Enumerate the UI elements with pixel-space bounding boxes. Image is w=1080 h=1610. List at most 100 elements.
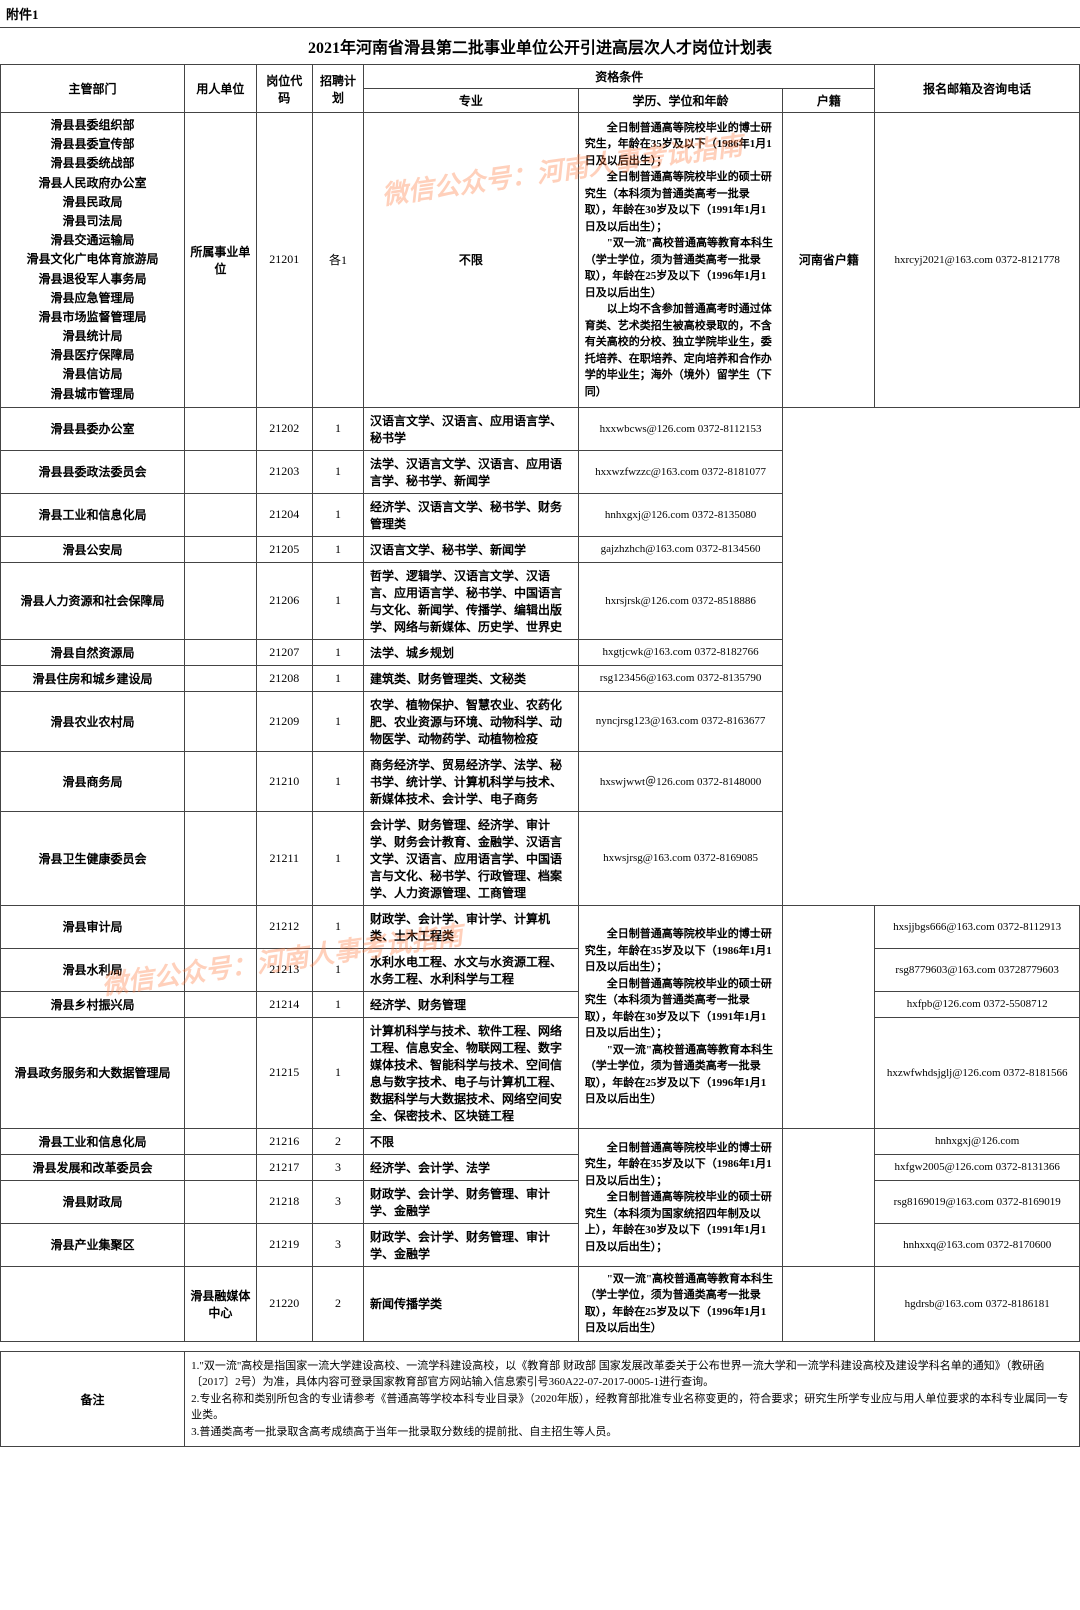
contact-cell: rsg8169019@163.com 0372-8169019 [875, 1180, 1080, 1223]
edu-block-2: 全日制普通高等院校毕业的博士研究生，年龄在35岁及以下（1986年1月1日及以后… [578, 905, 783, 1128]
th-edu: 学历、学位和年龄 [578, 89, 783, 113]
contact-cell: hxfpb@126.com 0372-5508712 [875, 991, 1080, 1017]
table-row: 滑县水利局 21213 1 水利水电工程、水文与水资源工程、水务工程、水利科学与… [1, 948, 1080, 991]
table-row: 滑县工业和信息化局 21204 1 经济学、汉语言文学、秘书学、财务管理类 hn… [1, 493, 1080, 536]
major-cell: 法学、汉语言文学、汉语言、应用语言学、秘书学、新闻学 [364, 450, 579, 493]
dept-cell: 滑县工业和信息化局 [1, 1128, 185, 1154]
table-row: 滑县卫生健康委员会 21211 1 会计学、财务管理、经济学、审计学、财务会计教… [1, 811, 1080, 905]
major-cell: 汉语言文学、汉语言、应用语言学、秘书学 [364, 407, 579, 450]
dept-cell: 滑县县委政法委员会 [1, 450, 185, 493]
th-major: 专业 [364, 89, 579, 113]
dept-cell: 滑县乡村振兴局 [1, 991, 185, 1017]
th-code: 岗位代码 [256, 65, 312, 113]
code-cell: 21211 [256, 811, 312, 905]
code-cell: 21218 [256, 1180, 312, 1223]
dept-cell: 滑县农业农村局 [1, 691, 185, 751]
code-cell: 21215 [256, 1017, 312, 1128]
unit-cell: 所属事业单位 [185, 113, 257, 408]
th-hukou: 户籍 [783, 89, 875, 113]
dept-cell: 滑县人力资源和社会保障局 [1, 562, 185, 639]
th-qual: 资格条件 [364, 65, 875, 89]
code-cell: 21203 [256, 450, 312, 493]
notes-label: 备注 [1, 1351, 185, 1447]
table-row: 滑县县委政法委员会 21203 1 法学、汉语言文学、汉语言、应用语言学、秘书学… [1, 450, 1080, 493]
code-cell: 21205 [256, 536, 312, 562]
contact-cell: hxwsjrsg@163.com 0372-8169085 [578, 811, 783, 905]
plan-cell: 1 [312, 905, 363, 948]
contact-cell: hxfgw2005@126.com 0372-8131366 [875, 1154, 1080, 1180]
plan-cell: 1 [312, 665, 363, 691]
th-contact: 报名邮箱及咨询电话 [875, 65, 1080, 113]
contact-cell: nyncjrsg123@163.com 0372-8163677 [578, 691, 783, 751]
code-cell: 21212 [256, 905, 312, 948]
contact-cell: hxxwzfwzzc@163.com 0372-8181077 [578, 450, 783, 493]
table-row: 滑县县委办公室 21202 1 汉语言文学、汉语言、应用语言学、秘书学 hxxw… [1, 407, 1080, 450]
table-row: 滑县农业农村局 21209 1 农学、植物保护、智慧农业、农药化肥、农业资源与环… [1, 691, 1080, 751]
table-row: 滑县县委组织部滑县县委宣传部滑县县委统战部滑县人民政府办公室滑县民政局滑县司法局… [1, 113, 1080, 408]
table-row: 滑县发展和改革委员会 21217 3 经济学、会计学、法学 hxfgw2005@… [1, 1154, 1080, 1180]
major-cell: 商务经济学、贸易经济学、法学、秘书学、统计学、计算机科学与技术、新媒体技术、会计… [364, 751, 579, 811]
plan-cell: 2 [312, 1128, 363, 1154]
plan-cell: 1 [312, 450, 363, 493]
table-row: 滑县融媒体中心 21220 2 新闻传播学类 "双一流"高校普通高等教育本科生（… [1, 1266, 1080, 1341]
dept-cell: 滑县公安局 [1, 536, 185, 562]
major-cell: 哲学、逻辑学、汉语言文学、汉语言、应用语言学、秘书学、中国语言与文化、新闻学、传… [364, 562, 579, 639]
table-row: 滑县政务服务和大数据管理局 21215 1 计算机科学与技术、软件工程、网络工程… [1, 1017, 1080, 1128]
major-cell: 新闻传播学类 [364, 1266, 579, 1341]
table-row: 滑县住房和城乡建设局 21208 1 建筑类、财务管理类、文秘类 rsg1234… [1, 665, 1080, 691]
major-cell: 法学、城乡规划 [364, 639, 579, 665]
contact-cell: hxzwfwhdsjglj@126.com 0372-8181566 [875, 1017, 1080, 1128]
plan-cell: 1 [312, 948, 363, 991]
table-row: 滑县工业和信息化局 21216 2 不限 全日制普通高等院校毕业的博士研究生，年… [1, 1128, 1080, 1154]
dept-cell: 滑县住房和城乡建设局 [1, 665, 185, 691]
plan-cell: 1 [312, 811, 363, 905]
code-cell: 21213 [256, 948, 312, 991]
major-cell: 建筑类、财务管理类、文秘类 [364, 665, 579, 691]
table-row: 滑县商务局 21210 1 商务经济学、贸易经济学、法学、秘书学、统计学、计算机… [1, 751, 1080, 811]
table-row: 滑县产业集聚区 21219 3 财政学、会计学、财务管理、审计学、金融学 hnh… [1, 1223, 1080, 1266]
attachment-label: 附件1 [0, 0, 1080, 28]
contact-cell: rsg123456@163.com 0372-8135790 [578, 665, 783, 691]
table-row: 滑县人力资源和社会保障局 21206 1 哲学、逻辑学、汉语言文学、汉语言、应用… [1, 562, 1080, 639]
code-cell: 21217 [256, 1154, 312, 1180]
contact-cell: hnhxxq@163.com 0372-8170600 [875, 1223, 1080, 1266]
plan-cell: 1 [312, 536, 363, 562]
th-plan: 招聘计划 [312, 65, 363, 113]
code-cell: 21202 [256, 407, 312, 450]
dept-cell: 滑县审计局 [1, 905, 185, 948]
code-cell: 21216 [256, 1128, 312, 1154]
contact-cell: hxrcyj2021@163.com 0372-8121778 [875, 113, 1080, 408]
dept-cell: 滑县工业和信息化局 [1, 493, 185, 536]
code-cell: 21219 [256, 1223, 312, 1266]
major-cell: 财政学、会计学、财务管理、审计学、金融学 [364, 1223, 579, 1266]
hukou-cell: 河南省户籍 [783, 113, 875, 408]
table-row: 滑县乡村振兴局 21214 1 经济学、财务管理 hxfpb@126.com 0… [1, 991, 1080, 1017]
table-title: 2021年河南省滑县第二批事业单位公开引进高层次人才岗位计划表 [1, 28, 1080, 65]
major-cell: 财政学、会计学、审计学、计算机类、土木工程类 [364, 905, 579, 948]
major-cell: 不限 [364, 1128, 579, 1154]
code-cell: 21220 [256, 1266, 312, 1341]
plan-cell: 3 [312, 1180, 363, 1223]
dept-cell: 滑县财政局 [1, 1180, 185, 1223]
unit-cell: 滑县融媒体中心 [185, 1266, 257, 1341]
code-cell: 21214 [256, 991, 312, 1017]
major-cell: 农学、植物保护、智慧农业、农药化肥、农业资源与环境、动物科学、动物医学、动物药学… [364, 691, 579, 751]
plan-cell: 各1 [312, 113, 363, 408]
contact-cell: hxsjjbgs666@163.com 0372-8112913 [875, 905, 1080, 948]
edu-block-1: 全日制普通高等院校毕业的博士研究生，年龄在35岁及以下（1986年1月1日及以后… [578, 113, 783, 408]
plan-cell: 3 [312, 1223, 363, 1266]
contact-cell: gajzhzhch@163.com 0372-8134560 [578, 536, 783, 562]
plan-cell: 1 [312, 991, 363, 1017]
dept-cell: 滑县产业集聚区 [1, 1223, 185, 1266]
major-cell: 水利水电工程、水文与水资源工程、水务工程、水利科学与工程 [364, 948, 579, 991]
plan-cell: 1 [312, 751, 363, 811]
contact-cell: hxgtjcwk@163.com 0372-8182766 [578, 639, 783, 665]
dept-list-cell: 滑县县委组织部滑县县委宣传部滑县县委统战部滑县人民政府办公室滑县民政局滑县司法局… [1, 113, 185, 408]
major-cell: 汉语言文学、秘书学、新闻学 [364, 536, 579, 562]
dept-cell: 滑县政务服务和大数据管理局 [1, 1017, 185, 1128]
dept-cell: 滑县自然资源局 [1, 639, 185, 665]
major-cell: 不限 [364, 113, 579, 408]
contact-cell: hxxwbcws@126.com 0372-8112153 [578, 407, 783, 450]
dept-cell: 滑县商务局 [1, 751, 185, 811]
plan-cell: 1 [312, 562, 363, 639]
